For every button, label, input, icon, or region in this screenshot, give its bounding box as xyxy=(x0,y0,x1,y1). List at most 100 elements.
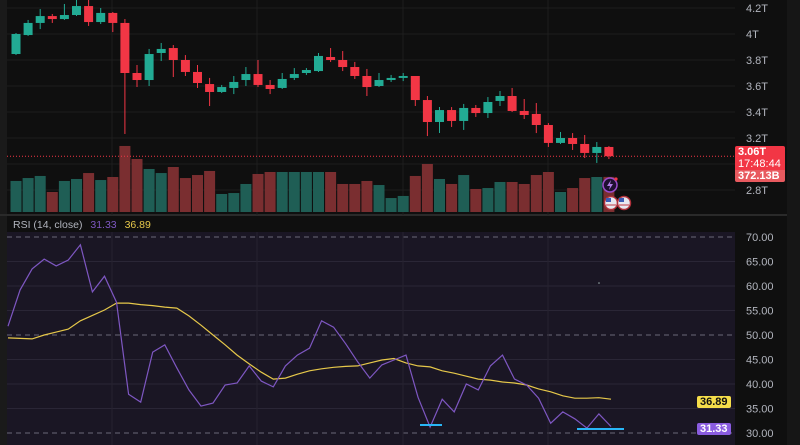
candle-body xyxy=(132,73,142,81)
candle xyxy=(422,96,432,137)
candle-body xyxy=(23,22,33,36)
candle-body xyxy=(314,55,323,72)
volume-bar xyxy=(58,180,70,212)
volume-bar xyxy=(119,145,131,212)
candle xyxy=(326,48,336,62)
volume-bar xyxy=(192,175,203,212)
candle-body xyxy=(447,110,457,121)
candle-body xyxy=(96,12,106,23)
candle xyxy=(180,55,190,76)
volume-bar xyxy=(409,175,421,212)
marker-dot xyxy=(598,282,600,284)
volume-bar xyxy=(95,180,107,212)
candle xyxy=(543,123,553,147)
candle-body xyxy=(11,34,21,55)
candle xyxy=(35,9,45,30)
rsi-axis[interactable]: 70.00 65.00 60.00 55.00 50.00 45.00 40.00 35.00… xyxy=(746,232,774,440)
volume-bar xyxy=(325,172,337,212)
candle xyxy=(435,107,444,134)
candle xyxy=(253,60,263,88)
volume-bar xyxy=(555,192,566,212)
candle xyxy=(471,104,481,117)
us-flag-event-icon[interactable] xyxy=(616,195,632,211)
volume-bar xyxy=(458,175,470,212)
volume-bar xyxy=(542,172,554,212)
volume-bar xyxy=(288,172,300,212)
candle xyxy=(338,51,348,72)
volume-bar xyxy=(252,173,264,212)
candle xyxy=(23,19,33,36)
candle xyxy=(241,67,251,86)
lightning-event-icon[interactable] xyxy=(602,177,618,193)
candle xyxy=(495,90,505,107)
candle xyxy=(459,103,469,130)
candle-body xyxy=(168,48,178,60)
candle xyxy=(217,84,227,94)
candle xyxy=(265,80,275,95)
candle-body xyxy=(483,101,493,114)
candle xyxy=(72,0,81,17)
rsi-pane-background xyxy=(7,232,735,445)
volume-bar xyxy=(530,175,542,212)
volume-bar xyxy=(34,175,46,212)
volume-bars xyxy=(10,145,615,212)
candle xyxy=(96,8,106,24)
price-axis-tick: 4T xyxy=(746,29,759,41)
rsi-value-tag: 31.33 xyxy=(697,423,731,435)
volume-bar xyxy=(10,180,22,212)
candle xyxy=(132,64,142,88)
rsi-legend[interactable]: RSI (14, close) 31.33 36.89 xyxy=(13,219,156,231)
candle xyxy=(386,74,396,82)
rsi-axis-tick: 70.00 xyxy=(746,232,774,244)
price-axis-tick: 3.6T xyxy=(746,81,768,93)
volume-bar xyxy=(373,185,385,212)
volume-bar xyxy=(421,163,433,212)
volume-bar xyxy=(579,178,591,212)
candle xyxy=(568,133,578,150)
volume-bar xyxy=(385,198,397,212)
rsi-axis-tick: 35.00 xyxy=(746,404,774,416)
candle-body xyxy=(580,143,590,153)
candle xyxy=(11,32,21,56)
candle-body xyxy=(59,15,69,20)
candle xyxy=(592,142,602,163)
volume-bar xyxy=(71,178,82,212)
volume-bar xyxy=(264,172,276,212)
candle-body xyxy=(180,60,190,72)
volume-bar xyxy=(143,168,155,212)
candle xyxy=(350,61,360,79)
candle xyxy=(580,135,590,159)
volume-bar xyxy=(506,182,518,212)
candle-body xyxy=(398,75,408,78)
candle-body xyxy=(205,84,215,92)
candle xyxy=(84,0,94,26)
candle-body xyxy=(120,22,130,73)
volume-bar xyxy=(494,182,506,212)
right-edge-scrollbar[interactable] xyxy=(787,0,800,445)
candle-body xyxy=(326,57,336,60)
volume-bar xyxy=(204,170,216,212)
candle-body xyxy=(193,71,202,84)
candle-body xyxy=(435,110,444,123)
volume-bar xyxy=(179,178,191,212)
candlesticks xyxy=(11,0,614,163)
price-axis-tick: 2.8T xyxy=(746,185,768,197)
candle-body xyxy=(507,96,517,111)
candle-body xyxy=(495,96,505,101)
candle xyxy=(289,68,299,81)
volume-bar xyxy=(83,173,95,212)
candle-body xyxy=(459,107,469,121)
last-price-tag: 3.06T 17:48:44 xyxy=(735,146,785,170)
price-axis[interactable]: 4.2T 4T 3.8T 3.6T 3.4T 3.2T 2.8T xyxy=(746,3,768,197)
left-edge xyxy=(0,0,7,445)
candle xyxy=(483,97,493,118)
candle-body xyxy=(374,80,384,86)
volume-bar xyxy=(300,172,312,212)
candle xyxy=(519,99,529,120)
rsi-axis-tick: 50.00 xyxy=(746,330,774,342)
volume-bar xyxy=(46,192,58,212)
us-flag-event-icon[interactable] xyxy=(603,195,619,211)
price-axis-tick: 3.2T xyxy=(746,133,768,145)
volume-bar xyxy=(361,180,373,212)
